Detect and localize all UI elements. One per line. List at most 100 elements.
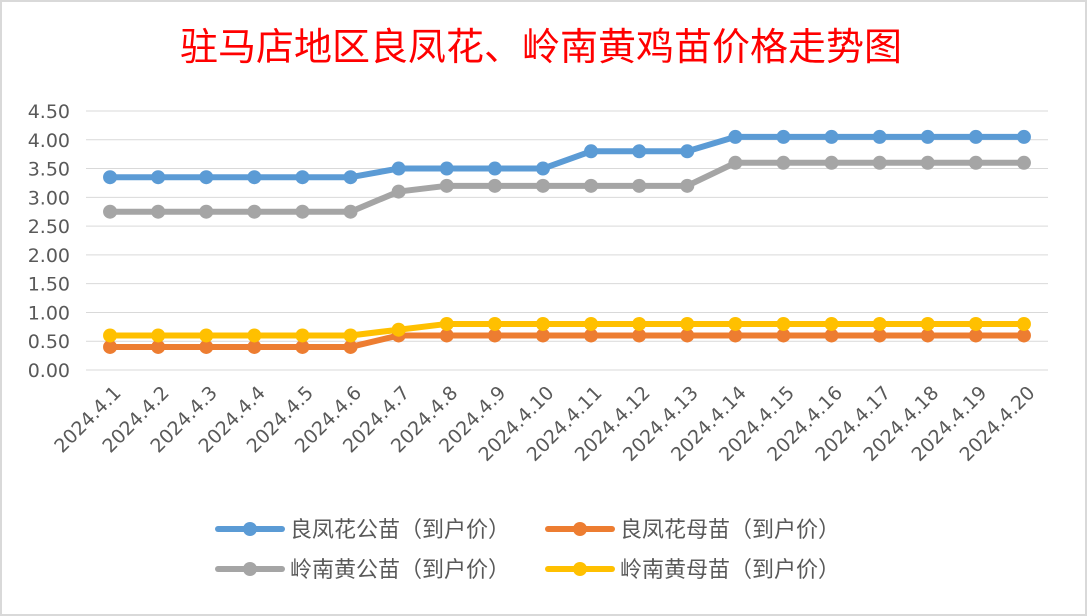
- data-point: [343, 328, 358, 343]
- data-point: [247, 204, 262, 219]
- data-point: [343, 170, 358, 185]
- y-tick-label: 1.50: [28, 274, 70, 296]
- data-point: [247, 339, 262, 354]
- data-point: [1016, 316, 1031, 331]
- legend-label: 岭南黄公苗（到户价）: [290, 558, 510, 583]
- data-point: [824, 129, 839, 144]
- data-point: [535, 316, 550, 331]
- data-point: [487, 316, 502, 331]
- data-point: [824, 155, 839, 170]
- data-point: [199, 339, 214, 354]
- data-point: [776, 129, 791, 144]
- data-point: [728, 328, 743, 343]
- data-point: [439, 161, 454, 176]
- x-axis: 2024.4.12024.4.22024.4.32024.4.42024.4.5…: [50, 382, 1039, 466]
- data-point: [487, 178, 502, 193]
- data-point: [584, 144, 599, 159]
- y-tick-label: 3.50: [28, 159, 70, 181]
- data-point: [439, 178, 454, 193]
- data-point: [776, 316, 791, 331]
- data-point: [391, 322, 406, 337]
- series-line: [107, 332, 1027, 350]
- data-point: [439, 316, 454, 331]
- y-tick-label: 4.50: [28, 101, 70, 123]
- data-point: [391, 161, 406, 176]
- data-point: [776, 328, 791, 343]
- data-point: [632, 178, 647, 193]
- data-point: [728, 129, 743, 144]
- data-point: [920, 328, 935, 343]
- data-point: [343, 204, 358, 219]
- data-point: [968, 328, 983, 343]
- data-point: [776, 155, 791, 170]
- data-point: [872, 316, 887, 331]
- data-point: [824, 328, 839, 343]
- data-point: [584, 328, 599, 343]
- data-point: [199, 204, 214, 219]
- data-point: [968, 129, 983, 144]
- legend-swatch-marker: [243, 522, 257, 536]
- data-point: [103, 170, 118, 185]
- y-tick-label: 3.00: [28, 187, 70, 209]
- data-point: [1016, 129, 1031, 144]
- legend-entry: 良凤花公苗（到户价）: [215, 518, 510, 543]
- data-point: [535, 328, 550, 343]
- series-3: [103, 155, 1031, 219]
- y-tick-label: 0.00: [28, 360, 70, 382]
- data-point: [968, 155, 983, 170]
- gridlines: [86, 110, 1048, 371]
- legend-entry: 良凤花母苗（到户价）: [545, 518, 840, 543]
- data-point: [920, 155, 935, 170]
- data-point: [584, 178, 599, 193]
- data-point: [151, 328, 166, 343]
- data-point: [535, 161, 550, 176]
- data-point: [728, 316, 743, 331]
- data-point: [1016, 328, 1031, 343]
- data-point: [968, 316, 983, 331]
- data-point: [199, 170, 214, 185]
- data-point: [487, 161, 502, 176]
- series-2: [103, 328, 1031, 354]
- data-point: [872, 129, 887, 144]
- legend-swatch-marker: [573, 562, 587, 576]
- legend-entry: 岭南黄公苗（到户价）: [215, 558, 510, 583]
- series-4: [103, 316, 1031, 343]
- data-point: [247, 328, 262, 343]
- data-point: [295, 339, 310, 354]
- series-line: [107, 159, 1027, 215]
- data-point: [103, 328, 118, 343]
- legend-label: 良凤花母苗（到户价）: [620, 518, 840, 543]
- data-point: [391, 184, 406, 199]
- legend-swatch-marker: [573, 522, 587, 536]
- data-point: [632, 144, 647, 159]
- data-point: [487, 328, 502, 343]
- data-point: [295, 328, 310, 343]
- legend-label: 良凤花公苗（到户价）: [290, 518, 510, 543]
- data-point: [199, 328, 214, 343]
- data-point: [584, 316, 599, 331]
- y-tick-label: 1.00: [28, 302, 70, 324]
- series-line: [107, 320, 1027, 339]
- data-point: [295, 204, 310, 219]
- series-1: [103, 129, 1031, 185]
- data-point: [728, 155, 743, 170]
- data-point: [824, 316, 839, 331]
- data-point: [632, 328, 647, 343]
- legend: 良凤花公苗（到户价） 良凤花母苗（到户价） 岭南黄公苗（到户价） 岭南黄母苗（到户价）: [215, 518, 840, 583]
- data-point: [535, 178, 550, 193]
- plot-area: [103, 129, 1031, 354]
- data-point: [247, 170, 262, 185]
- legend-label: 岭南黄母苗（到户价）: [620, 558, 840, 583]
- legend-entry: 岭南黄母苗（到户价）: [545, 558, 840, 583]
- data-point: [680, 328, 695, 343]
- data-point: [103, 204, 118, 219]
- data-point: [872, 155, 887, 170]
- data-point: [920, 129, 935, 144]
- data-point: [295, 170, 310, 185]
- y-tick-label: 4.00: [28, 130, 70, 152]
- y-tick-label: 2.00: [28, 245, 70, 267]
- data-point: [632, 316, 647, 331]
- data-point: [680, 178, 695, 193]
